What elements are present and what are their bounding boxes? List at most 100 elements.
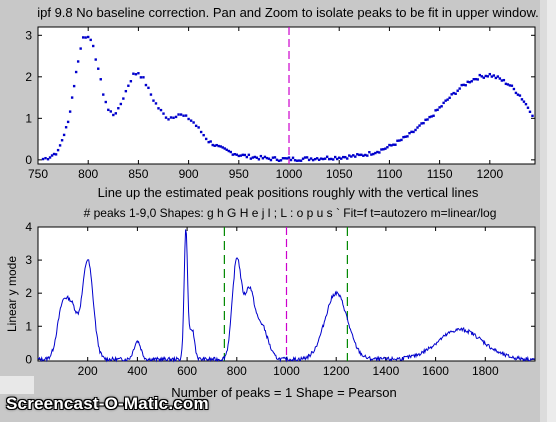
data-point — [117, 107, 120, 110]
data-point — [356, 153, 359, 156]
data-point — [464, 84, 467, 87]
data-point — [159, 108, 163, 112]
x-tick-label: 950 — [229, 167, 249, 181]
data-point — [468, 81, 471, 84]
upper-plot-area[interactable] — [37, 26, 536, 165]
data-point — [386, 146, 389, 149]
data-point — [301, 157, 305, 160]
data-point — [229, 150, 232, 154]
data-point — [204, 137, 208, 141]
data-point — [184, 114, 188, 117]
data-point — [358, 153, 361, 157]
data-point — [311, 158, 315, 162]
data-point — [104, 100, 107, 104]
data-point — [271, 156, 275, 159]
signal-line — [37, 229, 535, 363]
data-point — [217, 144, 220, 148]
data-point — [496, 75, 500, 78]
data-point — [348, 154, 351, 157]
lower-plot[interactable]: 200 400 600 800 1000 1200 1400 1600 1800 0 1 2 3 4 — [25, 220, 536, 378]
window-scrollbar[interactable] — [547, 0, 556, 422]
data-point — [172, 116, 175, 119]
data-point — [273, 156, 277, 159]
y-tick-label: 1 — [25, 111, 32, 125]
data-point — [202, 133, 205, 137]
x-tick-label: 1050 — [326, 167, 353, 181]
data-point — [426, 118, 429, 121]
data-point — [58, 144, 62, 147]
x-tick-label: 900 — [179, 167, 199, 181]
data-point — [307, 158, 311, 162]
data-point — [213, 144, 216, 147]
data-point — [384, 147, 387, 150]
data-point — [333, 155, 337, 159]
data-point — [149, 93, 153, 96]
data-point — [124, 89, 128, 93]
x-tick-label: 800 — [227, 364, 247, 378]
data-point — [470, 80, 473, 83]
data-point — [174, 115, 178, 119]
data-point — [436, 108, 439, 112]
data-point — [235, 153, 238, 156]
window-edge — [540, 0, 547, 422]
data-point — [518, 94, 522, 97]
data-point — [261, 157, 265, 160]
x-tick-label: 850 — [128, 167, 148, 181]
x-tick-label: 600 — [177, 364, 197, 378]
data-point — [144, 83, 148, 87]
data-point — [187, 117, 190, 121]
x-tick-label: 1600 — [422, 364, 449, 378]
data-point — [60, 139, 64, 142]
data-point — [237, 154, 241, 158]
data-point — [197, 126, 200, 129]
data-point — [127, 84, 130, 87]
data-point — [440, 105, 443, 108]
data-point — [394, 143, 397, 146]
data-point — [317, 158, 321, 162]
data-point — [303, 156, 307, 159]
data-point — [169, 116, 173, 119]
data-point — [313, 157, 317, 161]
data-point — [444, 99, 447, 102]
y-tick-label: 4 — [25, 220, 32, 234]
data-point — [92, 44, 95, 48]
data-point — [167, 118, 170, 121]
data-point — [162, 112, 165, 115]
data-point — [408, 131, 411, 135]
data-point — [327, 157, 331, 161]
data-point — [194, 124, 198, 128]
data-point — [494, 76, 498, 80]
data-point — [360, 153, 363, 156]
data-point — [450, 93, 453, 96]
data-point — [293, 159, 297, 162]
data-point — [259, 154, 263, 158]
data-point — [412, 130, 415, 134]
data-point — [189, 119, 193, 122]
data-point — [512, 87, 516, 91]
upper-plot-title: ipf 9.8 No baseline correction. Pan and … — [37, 5, 539, 20]
x-tick-label: 1000 — [276, 167, 303, 181]
data-point — [219, 145, 222, 148]
data-point — [522, 100, 526, 103]
y-tick-label: 0 — [25, 153, 32, 167]
data-point — [41, 157, 45, 161]
data-point — [466, 80, 469, 84]
data-point — [139, 76, 143, 79]
lower-plot-ylabel: Linear y mode — [5, 256, 19, 332]
data-point — [404, 135, 407, 138]
data-point — [112, 113, 115, 117]
data-point — [287, 156, 291, 159]
data-point — [281, 157, 285, 160]
watermark-text: Screencast-O-Matic.com — [6, 394, 209, 413]
data-point — [79, 47, 82, 50]
data-point — [164, 116, 168, 119]
status-line: Number of peaks = 1 Shape = Pearson — [171, 385, 396, 400]
data-point — [508, 84, 512, 87]
data-point — [428, 115, 431, 119]
data-point — [114, 112, 118, 115]
data-point — [482, 76, 485, 79]
data-point — [291, 156, 295, 159]
data-point — [109, 110, 112, 113]
data-point — [142, 76, 145, 79]
upper-plot[interactable]: 750 800 850 900 950 1000 1050 1100 1150 1200 0 1 2 3 — [25, 26, 536, 181]
